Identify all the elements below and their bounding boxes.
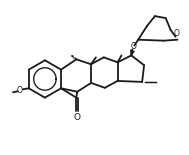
Text: O: O	[130, 42, 136, 51]
Text: O: O	[174, 29, 179, 38]
Text: O: O	[17, 86, 23, 95]
Polygon shape	[130, 50, 135, 55]
Text: O: O	[74, 113, 81, 122]
